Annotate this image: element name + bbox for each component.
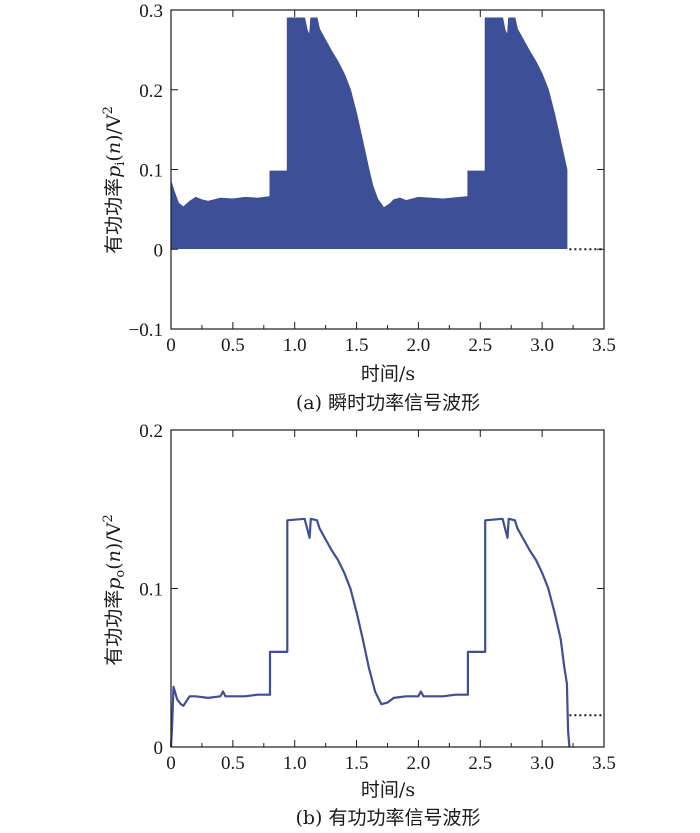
plot-a-ticks: 0 0.5 1.0 1.5 2.0 2.5 3.0 3.5−0.100.10.20.3 (129, 1, 616, 356)
plot-a-data-area (170, 17, 602, 251)
x-tick-label: 2.5 (468, 335, 492, 356)
panel-b-active-power: 0 0.5 1.0 1.5 2.0 2.5 3.0 3.5 0 0.1 0.2 时间/s (b) 有… (101, 421, 616, 829)
ylabel-var: p (103, 166, 125, 178)
plot-b-data-line (169, 517, 602, 748)
ylabel-close: )/V (103, 114, 125, 142)
plot-b-x-axis-label: 时间/s (361, 779, 415, 801)
ylabel-open: ( (103, 154, 125, 161)
ylabel-n: n (103, 550, 125, 562)
y-tick-label: 0.2 (139, 421, 163, 442)
x-tick-label: 2.0 (407, 753, 431, 774)
ylabel-sub: o (113, 570, 128, 578)
plot-b-caption: (b) 有功功率信号波形 (295, 807, 480, 829)
plot-a-caption: (a) 瞬时功率信号波形 (296, 392, 480, 414)
plot-a-x-axis-label: 时间/s (361, 363, 415, 385)
y-tick-label: 0 (154, 738, 164, 759)
x-tick-label: 0 (166, 335, 176, 356)
y-tick-label: 0 (154, 240, 164, 261)
ylabel-close: )/V (103, 522, 125, 550)
x-tick-label: 0.5 (221, 753, 245, 774)
ylabel-sub: i (113, 162, 128, 166)
x-tick-label: 3.0 (530, 335, 554, 356)
y-tick-label: 0.1 (139, 580, 163, 601)
y-tick-label: 0.3 (139, 1, 163, 22)
ylabel-open: ( (103, 562, 125, 569)
y-tick-label: −0.1 (129, 320, 163, 341)
plot-b-y-axis-label: 有功功率po(n)/V2 (101, 514, 128, 666)
y-tick-label: 0.2 (139, 81, 163, 102)
x-tick-label: 1.5 (345, 753, 369, 774)
power-envelope-area (170, 17, 568, 250)
ylabel-prefix: 有功功率 (103, 178, 125, 254)
x-tick-label: 3.0 (530, 753, 554, 774)
y-tick-label: 0.1 (139, 161, 163, 182)
ylabel-sup: 2 (101, 514, 116, 522)
x-tick-label: 2.0 (407, 335, 431, 356)
x-tick-label: 1.0 (283, 335, 307, 356)
active-power-line (169, 517, 571, 748)
x-tick-label: 3.5 (592, 753, 616, 774)
plot-b-ticks: 0 0.5 1.0 1.5 2.0 2.5 3.0 3.5 0 0.1 0.2 (139, 421, 616, 774)
x-tick-label: 1.5 (345, 335, 369, 356)
ylabel-sup: 2 (101, 106, 116, 114)
ylabel-var: p (103, 578, 125, 590)
x-tick-label: 0.5 (221, 335, 245, 356)
plot-b-frame (170, 429, 605, 748)
x-tick-label: 0 (166, 753, 176, 774)
ylabel-prefix: 有功功率 (103, 590, 125, 666)
panel-a-instantaneous-power: 0 0.5 1.0 1.5 2.0 2.5 3.0 3.5−0.100.10.20.3 时间/… (101, 1, 616, 414)
x-tick-label: 3.5 (592, 335, 616, 356)
plot-a-y-axis-label: 有功功率pi(n)/V2 (101, 106, 128, 254)
ylabel-n: n (103, 142, 125, 154)
x-tick-label: 1.0 (283, 753, 307, 774)
x-tick-label: 2.5 (468, 753, 492, 774)
